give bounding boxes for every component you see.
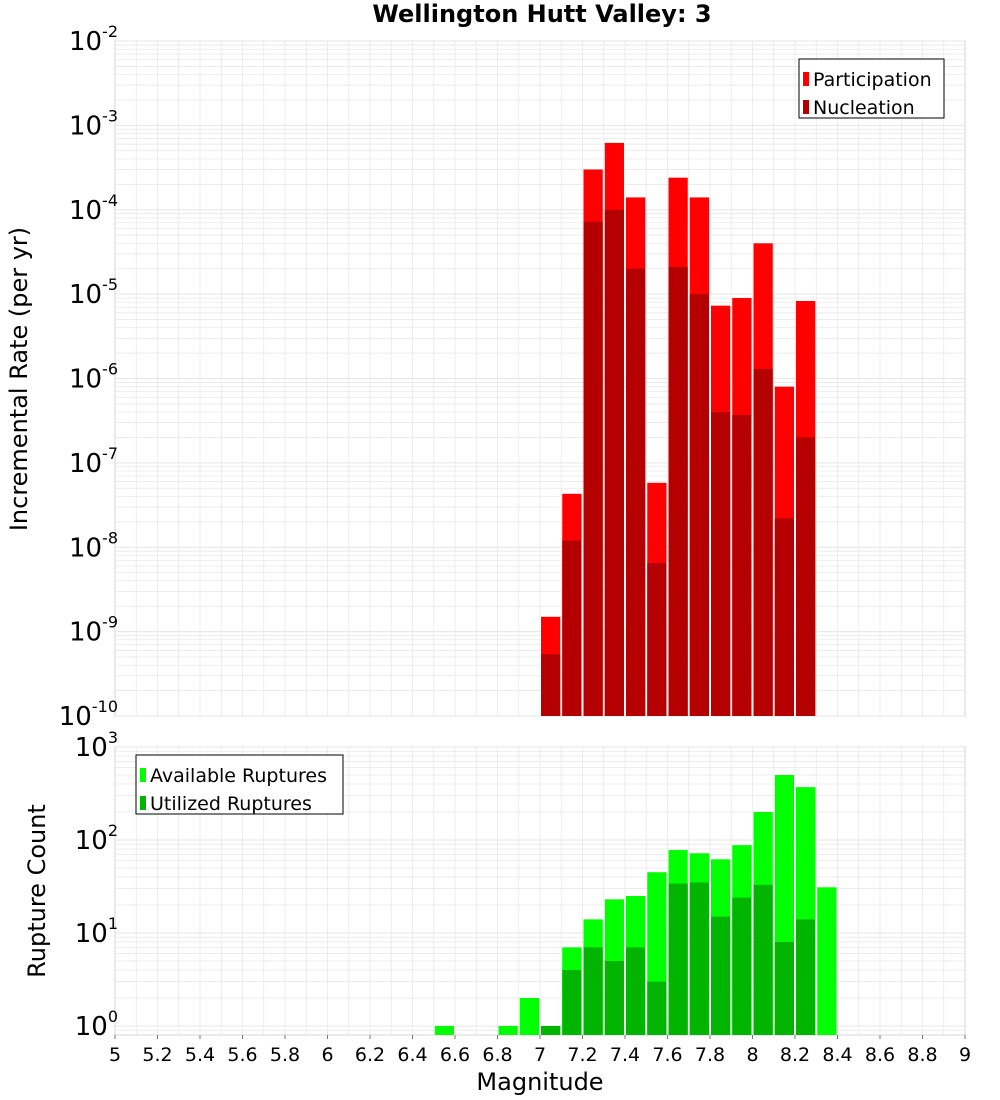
top-legend: Participation Nucleation [798, 58, 945, 119]
x-tick-label: 6.6 [440, 1044, 470, 1066]
bar-nucleation [647, 563, 667, 716]
bar-utilized-ruptures [668, 883, 688, 1035]
bar-nucleation [668, 266, 688, 716]
x-tick-label: 8 [746, 1044, 758, 1066]
y-tick-label: 102 [75, 821, 118, 856]
bar-nucleation [732, 414, 752, 716]
x-tick-label: 6.4 [397, 1044, 427, 1066]
bar-utilized-ruptures [583, 947, 603, 1035]
y-tick-label: 10-10 [59, 697, 118, 732]
x-tick-label: 7.2 [567, 1044, 597, 1066]
top-y-axis-label: Incremental Rate (per yr) [5, 227, 33, 531]
legend-swatch [140, 768, 146, 782]
y-tick-label: 103 [75, 728, 118, 763]
bottom-y-ticks: 100 101 102 103 [75, 728, 118, 1042]
bar-nucleation [689, 294, 709, 716]
bar-utilized-ruptures [711, 916, 731, 1035]
bar-utilized-ruptures [647, 981, 667, 1035]
bar-nucleation [796, 437, 816, 716]
top-panel: 10-10 10-9 10-8 10-7 10-6 10-5 10-4 10-3 10-2 In… [5, 22, 966, 732]
bar-nucleation [753, 368, 773, 716]
x-tick-label: 5.8 [270, 1044, 300, 1066]
x-tick-label: 8.2 [780, 1044, 810, 1066]
bar-utilized-ruptures [796, 919, 816, 1035]
x-axis-label: Magnitude [476, 1068, 603, 1096]
bottom-bars [434, 774, 837, 1035]
bar-nucleation [604, 209, 624, 716]
legend-entry: Utilized Ruptures [150, 793, 312, 815]
x-tick-label: 8.8 [907, 1044, 937, 1066]
bar-available-ruptures [519, 997, 539, 1035]
legend-box [135, 754, 344, 815]
legend-swatch [803, 100, 809, 114]
x-ticks: 5 5.2 5.4 5.6 5.8 6 6.2 6.4 6.6 6.8 7 7.2 7.4 7.6 7.8 8… [109, 1035, 971, 1066]
bar-utilized-ruptures [732, 897, 752, 1035]
top-y-ticks: 10-10 10-9 10-8 10-7 10-6 10-5 10-4 10-3 10-2 [59, 22, 118, 732]
legend-entry: Participation [813, 69, 932, 91]
y-tick-label: 101 [75, 914, 118, 949]
top-bars [541, 142, 816, 717]
y-tick-label: 100 [75, 1007, 118, 1042]
bar-nucleation [774, 518, 794, 716]
x-tick-label: 7 [534, 1044, 546, 1066]
top-grid [114, 40, 966, 717]
legend-box [798, 58, 945, 119]
bar-available-ruptures [817, 887, 837, 1035]
x-tick-label: 5 [109, 1044, 121, 1066]
x-tick-label: 8.6 [865, 1044, 895, 1066]
bar-available-ruptures [498, 1025, 518, 1035]
bar-utilized-ruptures [626, 947, 646, 1035]
bar-utilized-ruptures [604, 960, 624, 1035]
x-tick-label: 6.2 [355, 1044, 385, 1066]
x-tick-label: 5.4 [185, 1044, 215, 1066]
x-tick-label: 9 [959, 1044, 971, 1066]
x-tick-label: 7.4 [610, 1044, 640, 1066]
x-tick-label: 7.8 [695, 1044, 725, 1066]
bottom-panel: 100 101 102 103 5 5.2 5.4 5.6 5.8 6 6.2 6.4 6.6 6.8 7… [23, 728, 971, 1096]
x-tick-label: 5.2 [142, 1044, 172, 1066]
y-tick-label: 10-3 [69, 106, 118, 141]
x-tick-label: 6.8 [482, 1044, 512, 1066]
x-tick-label: 6 [321, 1044, 333, 1066]
y-tick-label: 10-5 [69, 275, 118, 310]
bar-nucleation [711, 412, 731, 716]
x-tick-label: 8.4 [822, 1044, 852, 1066]
legend-swatch [803, 72, 809, 86]
y-tick-label: 10-2 [69, 22, 118, 57]
y-tick-label: 10-6 [69, 360, 118, 395]
y-tick-label: 10-8 [69, 528, 118, 563]
y-tick-label: 10-7 [69, 444, 118, 479]
legend-entry: Nucleation [813, 97, 915, 119]
legend-entry: Available Ruptures [150, 765, 327, 787]
x-tick-label: 7.6 [652, 1044, 682, 1066]
bar-nucleation [541, 654, 561, 716]
y-tick-label: 10-9 [69, 613, 118, 648]
chart-title: Wellington Hutt Valley: 3 [372, 0, 711, 28]
bar-nucleation [562, 540, 582, 716]
x-tick-label: 5.6 [227, 1044, 257, 1066]
bar-nucleation [626, 268, 646, 716]
bottom-y-axis-label: Rupture Count [23, 804, 51, 978]
bar-utilized-ruptures [689, 882, 709, 1035]
y-tick-label: 10-4 [69, 191, 118, 226]
bar-utilized-ruptures [541, 1025, 561, 1035]
bottom-legend: Available Ruptures Utilized Ruptures [135, 754, 344, 815]
bar-available-ruptures [434, 1025, 454, 1035]
bar-utilized-ruptures [562, 969, 582, 1035]
bar-utilized-ruptures [774, 942, 794, 1035]
bar-utilized-ruptures [753, 884, 773, 1035]
bar-nucleation [583, 221, 603, 716]
legend-swatch [140, 796, 146, 810]
